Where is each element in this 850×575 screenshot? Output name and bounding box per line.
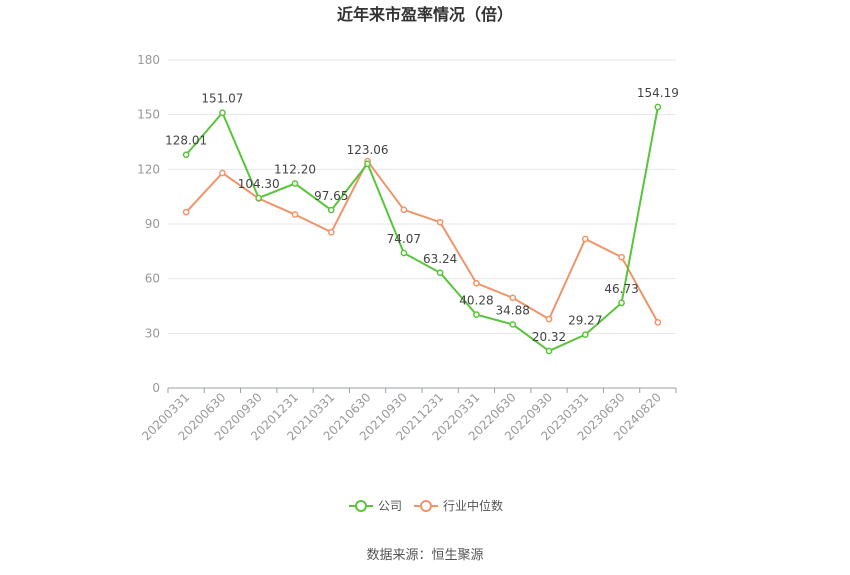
data-label: 154.19 [637,86,679,100]
data-point [219,109,226,117]
y-tick-label: 180 [137,53,160,67]
data-point [182,151,190,159]
data-point [509,294,517,302]
data-point [509,321,517,328]
data-label: 151.07 [201,92,243,106]
series-line-company [185,106,659,353]
data-point [654,319,662,326]
legend-label: 公司 [378,499,402,513]
data-label: 63.24 [423,252,457,266]
source-note: 数据来源：恒生聚源 [366,548,483,563]
data-point [400,249,408,257]
data-point [400,206,408,214]
data-point [436,218,444,226]
data-point [618,299,625,307]
legend-marker [420,500,432,512]
legend-item-company[interactable]: 公司 [349,499,402,513]
data-point [581,331,589,339]
legend[interactable]: 公司 行业中位数 [349,498,503,513]
data-label: 34.88 [496,303,530,317]
data-label: 97.65 [314,189,348,203]
data-point [473,311,480,318]
data-point [436,269,444,277]
data-label: 40.28 [459,294,493,308]
data-point [255,194,263,202]
data-point [291,211,299,218]
data-label: 123.06 [347,143,389,157]
data-point [291,180,299,187]
y-tick-label: 60 [145,272,160,286]
data-label: 128.01 [165,134,207,148]
series-layer [182,103,662,355]
legend-item-industry-median[interactable]: 行业中位数 [414,498,503,513]
y-tick-label: 90 [145,217,160,231]
data-point [327,206,335,214]
data-point [618,253,625,261]
series-line-industry-median [185,159,659,323]
y-tick-label: 120 [137,162,160,176]
y-grid [168,59,676,334]
y-tick-label: 30 [145,326,160,340]
data-label: 74.07 [387,232,421,246]
y-tick-label: 0 [152,381,160,395]
data-point [581,235,589,243]
legend-label: 行业中位数 [443,498,503,513]
y-axis: 0 30 60 90 120 150 180 [137,53,160,395]
data-point [545,315,553,323]
y-tick-label: 150 [137,108,160,122]
data-label: 112.20 [274,163,316,177]
data-label: 20.32 [532,330,566,344]
legend-marker [355,500,367,512]
data-point [182,208,190,216]
data-point [327,228,335,236]
chart-title: 近年来市盈率情况（倍） [337,5,513,24]
data-label: 29.27 [568,314,602,328]
data-point [473,279,480,287]
data-point [364,160,371,168]
data-point [545,347,553,355]
data-label: 46.73 [604,282,638,296]
data-point [654,103,662,111]
data-point [219,169,226,177]
data-label: 104.30 [238,177,280,191]
x-axis: 2020033120200630202009302020123120210331… [139,387,677,443]
